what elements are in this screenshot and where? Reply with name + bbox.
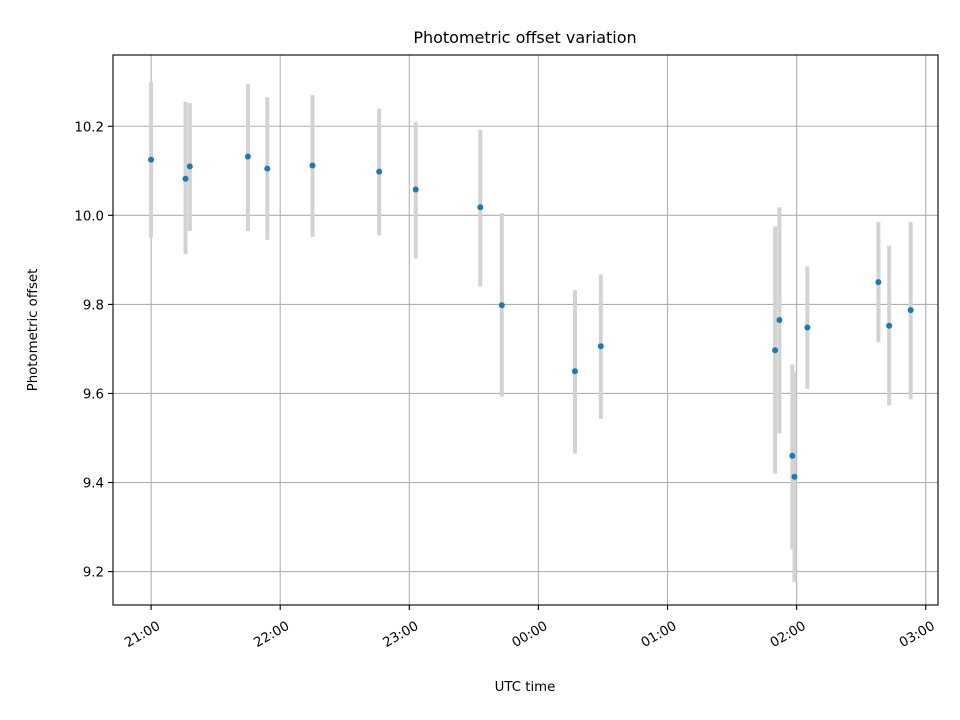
y-tick-label: 9.6 [83, 387, 104, 402]
data-point [907, 307, 914, 314]
y-axis-label: Photometric offset [26, 269, 41, 392]
plot-frame [112, 54, 939, 606]
data-point [264, 165, 271, 172]
y-tick-label: 10.2 [74, 120, 104, 135]
data-point [571, 368, 578, 375]
y-tick-label: 9.2 [83, 566, 104, 581]
data-point [597, 343, 604, 350]
y-tick-label: 10.0 [74, 209, 104, 224]
data-point [789, 452, 796, 459]
data-point [776, 316, 783, 323]
y-axis: 9.2 9.4 9.6 9.8 10.0 10.2 [74, 120, 113, 581]
data-point [182, 175, 189, 182]
data-point [477, 204, 484, 211]
data-point [804, 324, 811, 331]
data-point [791, 473, 798, 480]
y-tick-label: 9.8 [83, 298, 104, 313]
data-point [244, 153, 251, 160]
chart-title: Photometric offset variation [413, 28, 636, 47]
data-point [186, 163, 193, 170]
data-points [148, 153, 914, 480]
data-point [875, 279, 882, 286]
data-point [886, 322, 893, 329]
y-tick-label: 9.4 [83, 477, 104, 492]
data-point [498, 302, 505, 309]
data-point [309, 162, 316, 169]
data-point [412, 186, 419, 193]
data-point [772, 347, 779, 354]
data-point [376, 168, 383, 175]
grid [113, 55, 938, 605]
data-point [148, 156, 155, 163]
x-axis-label: UTC time [495, 680, 556, 695]
